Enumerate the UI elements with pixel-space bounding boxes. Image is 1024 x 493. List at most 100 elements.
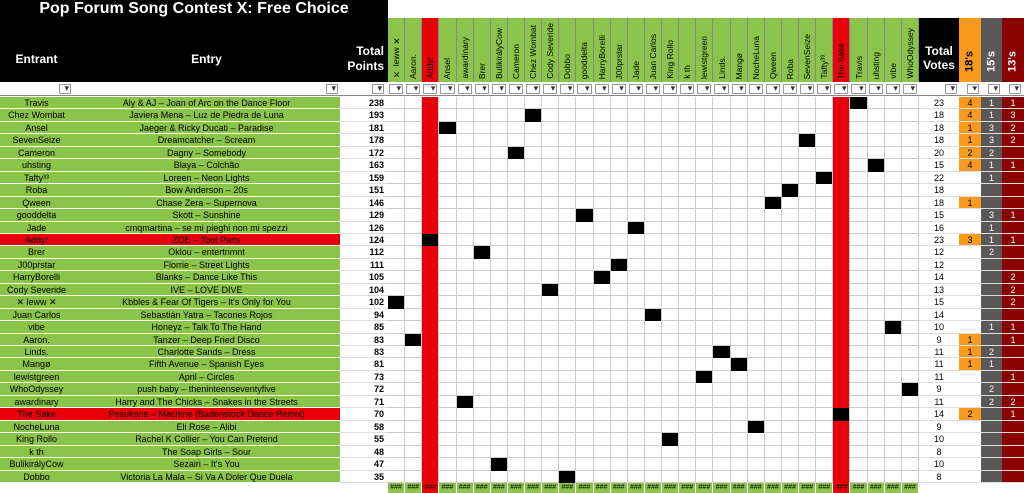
vote-cell[interactable] (713, 395, 731, 409)
count-13-cell[interactable] (1002, 196, 1024, 210)
vote-cell[interactable] (902, 258, 919, 272)
vote-cell[interactable] (439, 470, 457, 483)
total-votes-cell[interactable]: 12 (919, 258, 959, 272)
vote-cell[interactable] (405, 370, 423, 384)
vote-cell[interactable] (628, 209, 645, 222)
vote-cell[interactable] (799, 121, 817, 135)
vote-cell[interactable] (662, 233, 680, 247)
vote-cell[interactable] (559, 321, 577, 334)
vote-cell[interactable] (576, 146, 594, 160)
vote-cell[interactable] (388, 109, 406, 122)
vote-cell[interactable] (457, 246, 474, 259)
vote-cell[interactable] (645, 458, 663, 471)
vote-cell[interactable] (422, 420, 440, 434)
voter-filter-dropdown[interactable] (526, 83, 541, 94)
vote-cell[interactable] (696, 346, 714, 359)
vote-cell[interactable] (816, 358, 834, 371)
vote-cell[interactable] (439, 445, 457, 459)
vote-cell[interactable] (868, 121, 885, 135)
vote-cell[interactable] (611, 121, 628, 135)
vote-cell[interactable] (559, 109, 577, 122)
entrant-cell[interactable]: NocheLuna (0, 420, 73, 434)
vote-cell[interactable] (679, 258, 697, 272)
vote-cell[interactable] (474, 221, 491, 234)
vote-cell[interactable] (611, 283, 628, 297)
vote-cell[interactable] (885, 458, 902, 471)
count-13-cell[interactable] (1002, 171, 1024, 185)
vote-cell[interactable] (474, 121, 491, 135)
entry-cell[interactable]: The Soap Girls – Sour (73, 445, 340, 459)
vote-cell[interactable] (474, 296, 491, 309)
vote-cell[interactable] (885, 121, 902, 135)
vote-cell[interactable] (833, 346, 851, 359)
count-15-cell[interactable] (981, 408, 1002, 421)
entry-cell[interactable]: Kbbles & Fear Of Tigers – It's Only for … (73, 296, 340, 309)
vote-cell[interactable] (799, 209, 817, 222)
vote-cell[interactable] (868, 209, 885, 222)
vote-cell[interactable] (850, 358, 868, 371)
vote-cell[interactable] (576, 395, 594, 409)
vote-cell[interactable] (422, 321, 440, 334)
vote-cell[interactable] (542, 283, 560, 297)
vote-cell[interactable] (850, 159, 868, 172)
vote-cell[interactable] (782, 395, 800, 409)
vote-cell[interactable] (713, 171, 731, 185)
entry-cell[interactable]: Loreen – Neon Lights (73, 171, 340, 185)
vote-cell[interactable] (679, 308, 697, 322)
vote-cell[interactable] (713, 296, 731, 309)
vote-cell[interactable] (388, 296, 406, 309)
vote-cell[interactable] (731, 383, 748, 396)
vote-cell[interactable] (696, 296, 714, 309)
count-15-cell[interactable]: 2 (981, 395, 1002, 409)
vote-cell[interactable] (457, 296, 474, 309)
vote-cell[interactable] (799, 470, 817, 483)
points-cell[interactable]: 83 (340, 346, 388, 359)
vote-cell[interactable] (576, 159, 594, 172)
count-18-cell[interactable]: 1 (959, 196, 981, 210)
c18-filter-dropdown[interactable] (967, 83, 979, 94)
vote-cell[interactable] (594, 196, 611, 210)
vote-cell[interactable] (868, 383, 885, 396)
vote-cell[interactable] (731, 258, 748, 272)
entrant-cell[interactable]: uhsting (0, 159, 73, 172)
vote-cell[interactable] (782, 233, 800, 247)
vote-cell[interactable] (525, 296, 543, 309)
vote-cell[interactable] (867, 159, 885, 172)
vote-cell[interactable] (799, 370, 817, 384)
points-cell[interactable]: 102 (340, 296, 388, 309)
vote-cell[interactable] (833, 333, 851, 347)
vote-cell[interactable] (559, 184, 577, 197)
vote-cell[interactable] (491, 383, 508, 396)
vote-cell[interactable] (508, 370, 526, 384)
total-votes-cell[interactable]: 8 (919, 445, 959, 459)
vote-cell[interactable] (850, 346, 868, 359)
vote-cell[interactable] (594, 321, 611, 334)
vote-cell[interactable] (696, 445, 714, 459)
vote-cell[interactable] (611, 445, 628, 459)
entry-cell[interactable]: Eli Rose – Alibi (73, 420, 340, 434)
vote-cell[interactable] (868, 196, 885, 210)
vote-cell[interactable] (850, 146, 868, 160)
vote-cell[interactable] (662, 296, 680, 309)
vote-cell[interactable] (457, 221, 474, 234)
vote-cell[interactable] (679, 296, 697, 309)
vote-cell[interactable] (902, 395, 919, 409)
vote-cell[interactable] (731, 146, 748, 160)
vote-cell[interactable] (748, 283, 765, 297)
vote-cell[interactable] (679, 420, 697, 434)
vote-cell[interactable] (508, 420, 526, 434)
vote-cell[interactable] (491, 296, 508, 309)
vote-cell[interactable] (902, 196, 919, 210)
vote-cell[interactable] (713, 184, 731, 197)
vote-cell[interactable] (474, 171, 491, 185)
vote-cell[interactable] (559, 470, 577, 483)
vote-cell[interactable] (542, 196, 560, 210)
vote-cell[interactable] (868, 321, 885, 334)
vote-cell[interactable] (628, 383, 645, 396)
vote-cell[interactable] (508, 159, 526, 172)
points-cell[interactable]: 83 (340, 333, 388, 347)
vote-cell[interactable] (628, 370, 645, 384)
vote-cell[interactable] (885, 433, 902, 446)
vote-cell[interactable] (457, 109, 474, 122)
vote-cell[interactable] (611, 196, 628, 210)
